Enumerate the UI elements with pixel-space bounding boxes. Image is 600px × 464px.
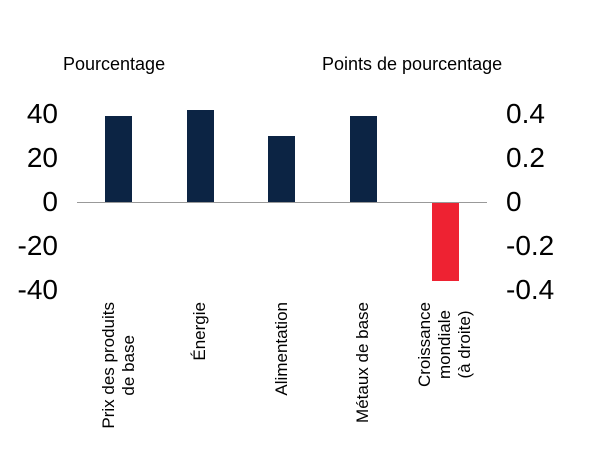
category-label: Alimentation bbox=[272, 302, 292, 396]
right-axis-tick-label: -0.2 bbox=[506, 230, 555, 261]
zero-baseline bbox=[77, 202, 487, 203]
right-axis-tick-label: 0.2 bbox=[506, 142, 545, 173]
category-label-line: (à droite) bbox=[455, 310, 474, 379]
left-axis-title: Pourcentage bbox=[63, 54, 166, 74]
left-axis-tick-label: 20 bbox=[26, 142, 58, 173]
category-label-line: Énergie bbox=[190, 302, 210, 361]
bar bbox=[105, 116, 132, 202]
bar bbox=[186, 109, 214, 202]
right-axis-tick-label: -0.4 bbox=[506, 274, 555, 305]
right-axis-tick-label: 0.4 bbox=[506, 98, 545, 129]
category-label-line: mondiale bbox=[435, 310, 454, 380]
category-label-line: Croissance bbox=[415, 302, 434, 388]
left-axis-tick-label: -20 bbox=[17, 230, 58, 261]
category-label-line: Alimentation bbox=[271, 302, 291, 396]
bar bbox=[431, 203, 459, 282]
right-axis-tick-label: 0 bbox=[506, 186, 522, 217]
category-label: Croissance mondiale (à droite) bbox=[415, 302, 475, 387]
category-label-line: de base bbox=[118, 335, 138, 396]
category-label-line: Prix des produits bbox=[98, 302, 118, 429]
left-axis-tick-label: -40 bbox=[17, 274, 58, 305]
category-label-line: Métaux de base bbox=[353, 302, 373, 423]
category-label: Métaux de base bbox=[353, 302, 373, 423]
category-label: Prix des produits de base bbox=[99, 302, 139, 429]
bar bbox=[268, 136, 296, 202]
category-label: Énergie bbox=[190, 302, 210, 361]
bar bbox=[349, 116, 377, 202]
right-axis-title: Points de pourcentage bbox=[322, 54, 503, 74]
left-axis-tick-label: 40 bbox=[26, 98, 58, 129]
left-axis-tick-label: 0 bbox=[42, 186, 58, 217]
